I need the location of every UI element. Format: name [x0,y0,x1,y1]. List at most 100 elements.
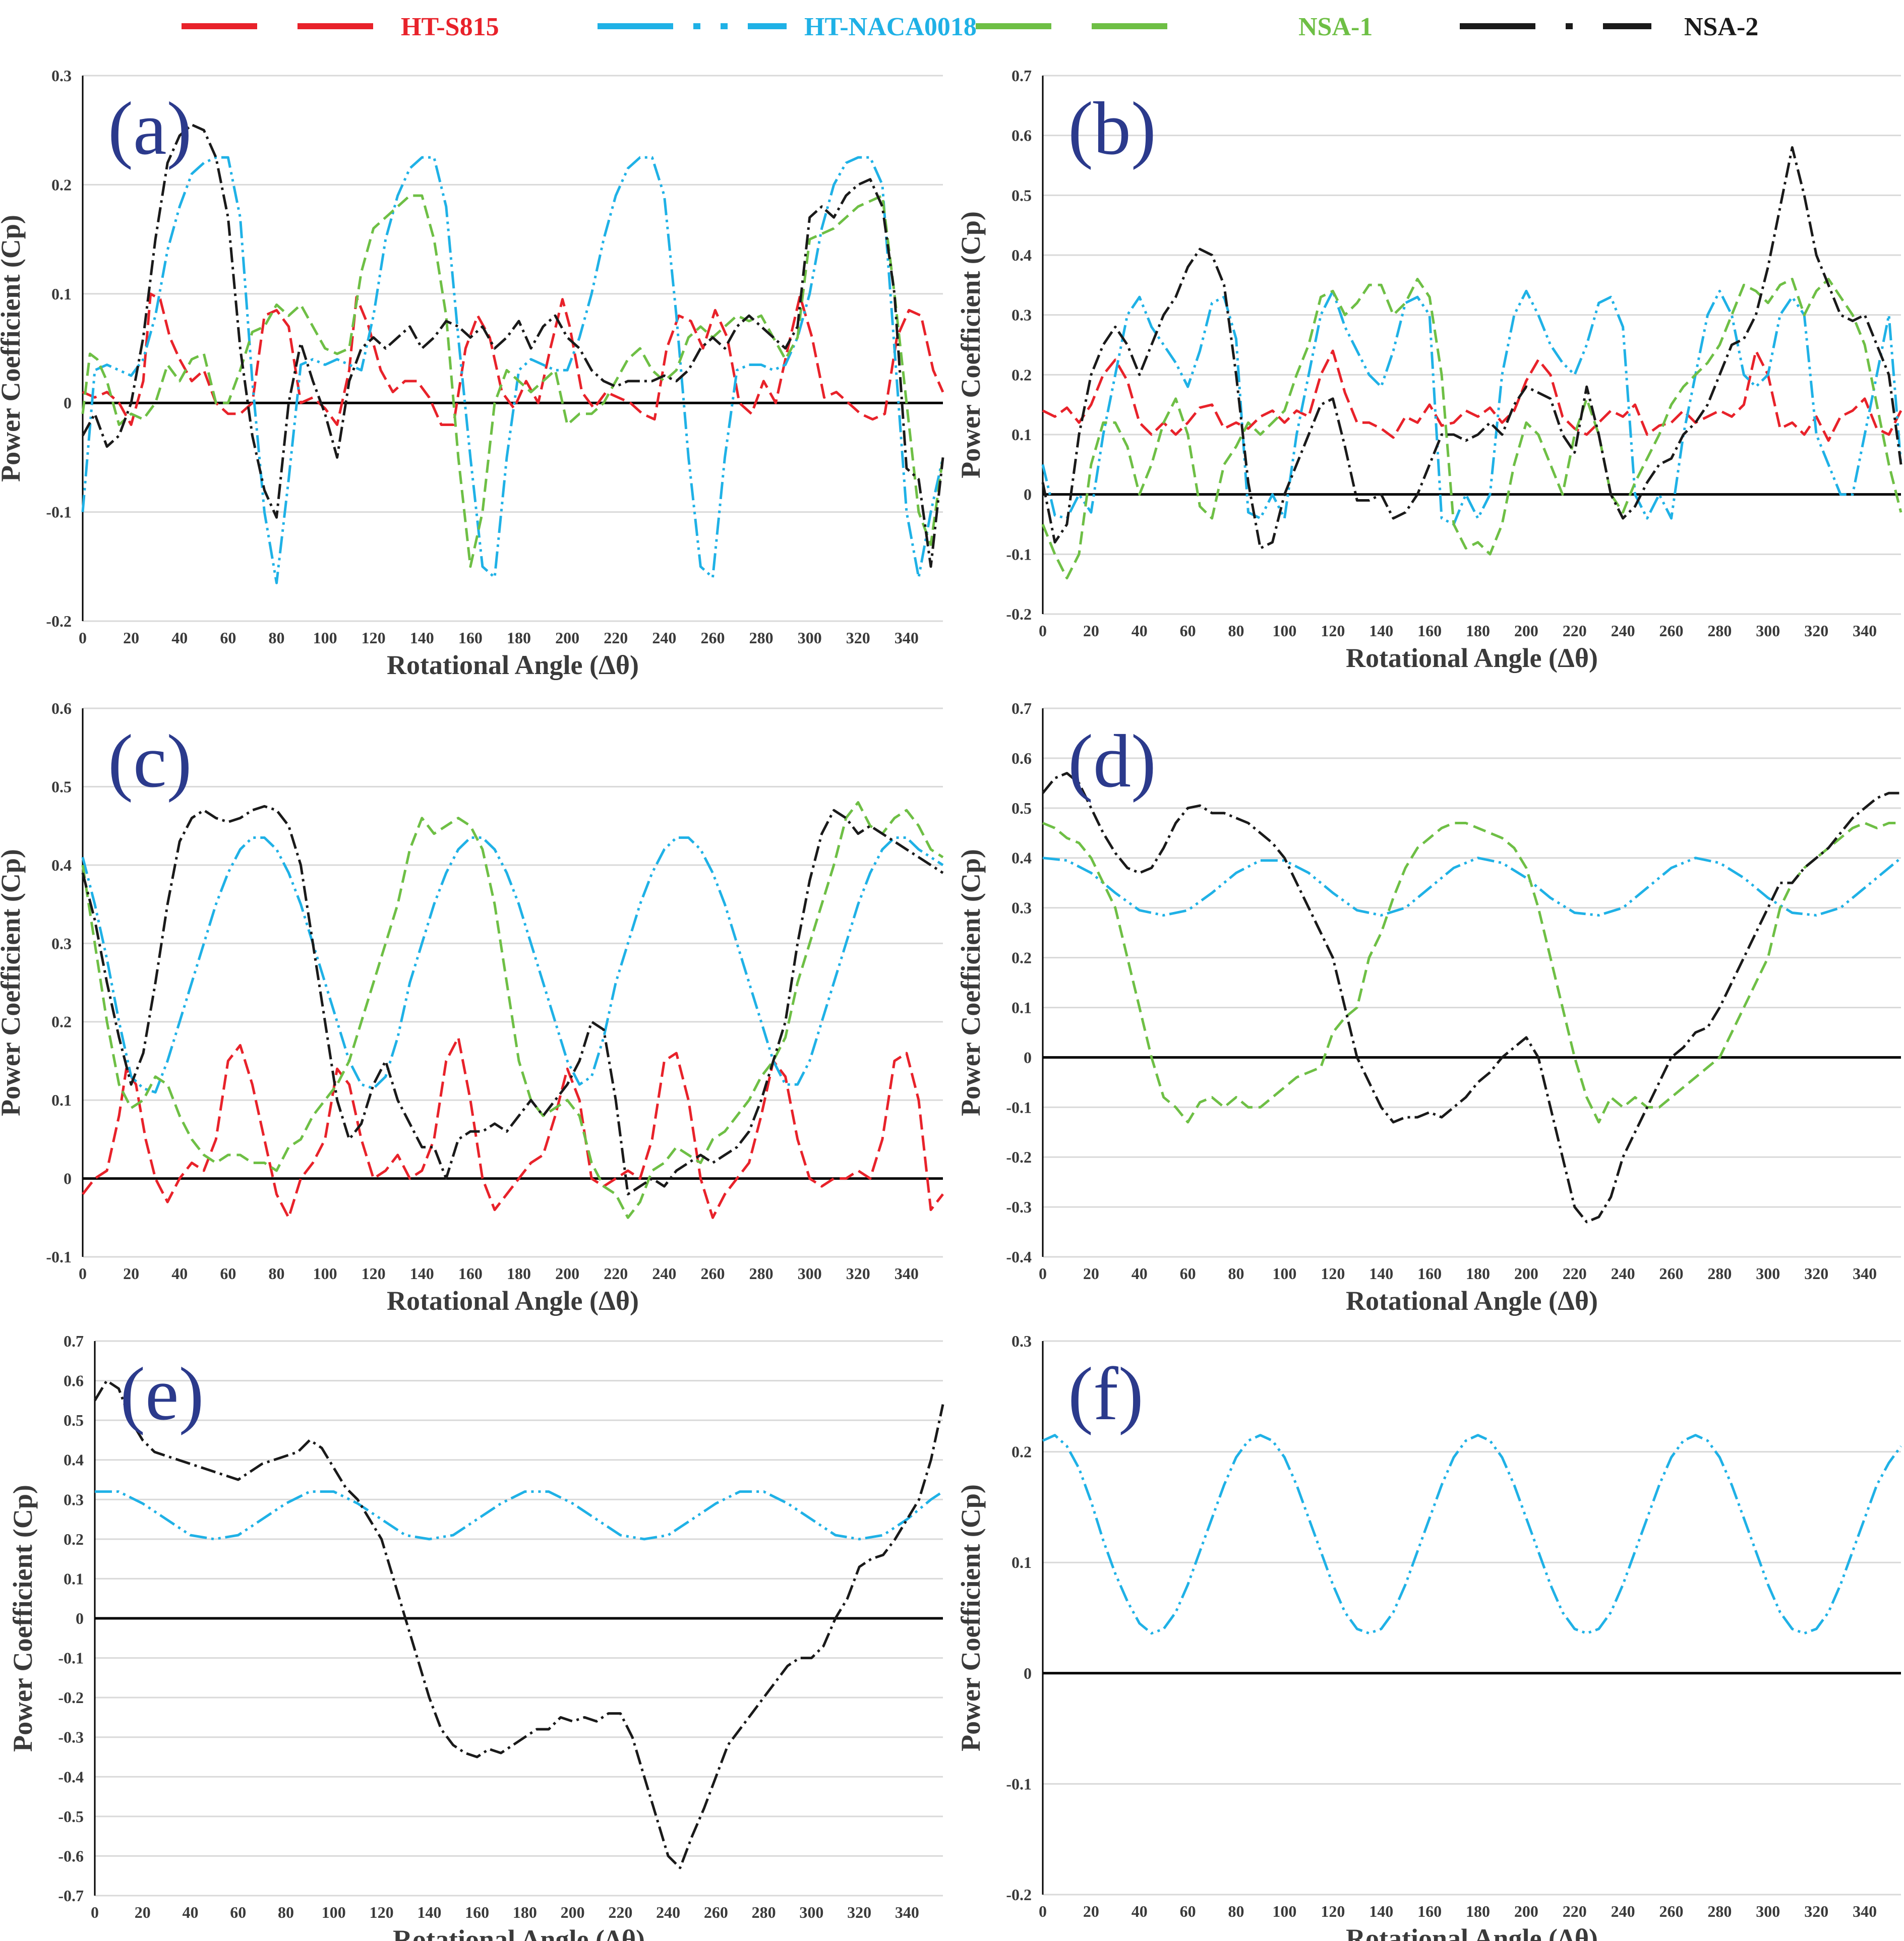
x-tick-label: 240 [1611,1264,1635,1283]
y-tick-label: 0.5 [64,1411,84,1429]
x-tick-label: 340 [895,629,919,647]
y-axis-title: Power Coefficient (Cp) [8,1485,38,1752]
series-line-ht-s815 [82,292,944,426]
y-axis-title: Power Coefficient (Cp) [956,1484,986,1751]
y-tick-label: 0.7 [1012,67,1032,85]
x-tick-label: 180 [1466,622,1490,640]
y-tick-label: 0.2 [51,175,72,194]
x-tick-label: 200 [555,1264,579,1283]
series-line-nsa-2 [81,805,944,1196]
x-tick-label: 20 [1083,622,1099,640]
y-tick-label: 0.1 [1012,998,1032,1016]
x-tick-label: 180 [513,1903,537,1921]
x-tick-label: 40 [1132,1264,1148,1283]
y-tick-label: 0.5 [51,777,72,796]
x-tick-label: 240 [1611,1902,1635,1920]
y-tick-label: 0.5 [1012,799,1032,817]
panel-label: (f) [1068,1352,1144,1436]
y-tick-label: 0.4 [51,856,72,874]
x-tick-label: 340 [1853,622,1877,640]
x-tick-label: 320 [846,629,870,647]
x-tick-label: 240 [652,629,676,647]
x-tick-label: 220 [604,629,628,647]
legend-label: HT-NACA0018 [804,13,977,41]
y-tick-label: 0 [64,394,72,412]
x-tick-label: 80 [1228,1264,1244,1283]
panel-label: (a) [108,87,192,170]
panel-label: (e) [120,1352,204,1436]
x-tick-label: 0 [79,1264,87,1283]
x-tick-label: 200 [1514,622,1538,640]
y-tick-label: -0.2 [58,1688,84,1707]
x-tick-label: 260 [1659,622,1684,640]
x-tick-label: 60 [1180,1902,1196,1920]
y-tick-label: 0.3 [51,934,72,952]
y-tick-label: -0.1 [58,1649,84,1667]
x-tick-label: 160 [465,1903,489,1921]
series-line-nsa-1 [81,194,944,568]
x-axis-title: Rotational Angle (Δθ) [1346,643,1598,673]
series-line-nsa-2 [1041,146,1902,550]
x-tick-label: 300 [1756,1264,1780,1283]
series-line-nsa-1 [1041,278,1902,580]
x-tick-label: 20 [123,629,139,647]
x-tick-label: 100 [313,1264,337,1283]
y-tick-label: -0.1 [1006,545,1032,563]
y-tick-label: -0.1 [46,1248,72,1266]
chart-panel-a: -0.2 -0.1 0 0.1 0.2 0.3 0 20 40 60 80 100 120 140 160 1… [0,67,944,680]
x-tick-label: 320 [1804,622,1828,640]
y-tick-label: -0.2 [1006,1886,1032,1904]
x-tick-label: 300 [799,1903,823,1921]
x-tick-label: 0 [91,1903,99,1921]
y-tick-label: 0 [1024,1664,1032,1682]
x-tick-label: 280 [1707,1902,1732,1920]
legend-entry-ht-s815: HT-S815 [182,13,499,41]
y-tick-label: 0.4 [64,1451,84,1469]
x-tick-label: 260 [700,1264,725,1283]
y-tick-label: 0 [64,1170,72,1188]
x-tick-label: 240 [652,1264,676,1283]
x-axis-title: Rotational Angle (Δθ) [387,650,639,680]
x-tick-label: 180 [1466,1264,1490,1283]
y-tick-label: 0.3 [64,1490,84,1508]
x-tick-label: 320 [1804,1902,1828,1920]
y-tick-label: -0.7 [58,1887,84,1905]
x-tick-label: 280 [1707,622,1732,640]
x-tick-label: 220 [604,1264,628,1283]
x-tick-label: 120 [1321,622,1345,640]
y-tick-label: 0.2 [1012,366,1032,384]
x-tick-label: 140 [1369,622,1393,640]
y-tick-label: -0.3 [1006,1198,1032,1216]
x-tick-label: 60 [220,1264,236,1283]
x-tick-label: 0 [1039,1264,1047,1283]
x-tick-label: 160 [458,629,483,647]
x-tick-label: 100 [313,629,337,647]
x-tick-label: 0 [1039,622,1047,640]
x-tick-label: 220 [1563,1264,1587,1283]
x-tick-label: 200 [561,1903,585,1921]
x-axis-title: Rotational Angle (Δθ) [387,1286,639,1316]
x-tick-label: 260 [1659,1902,1684,1920]
x-tick-label: 200 [1514,1264,1538,1283]
x-tick-label: 120 [362,629,386,647]
x-tick-label: 300 [1756,1902,1780,1920]
panel-label: (d) [1068,719,1156,803]
x-tick-label: 280 [749,629,774,647]
x-tick-label: 340 [895,1903,919,1921]
y-tick-label: 0.1 [51,1091,72,1109]
y-tick-label: 0.6 [1012,127,1032,145]
x-tick-label: 120 [362,1264,386,1283]
series-line-ht-s815 [1042,349,1902,442]
x-tick-label: 260 [704,1903,728,1921]
x-tick-label: 340 [895,1264,919,1283]
legend-entry-nsa-2: NSA-2 [1460,13,1758,41]
x-tick-label: 320 [846,1264,870,1283]
x-tick-label: 280 [1707,1264,1732,1283]
y-tick-label: 0.1 [51,285,72,303]
panel-label: (b) [1068,87,1156,170]
y-axis-title: Power Coefficient (Cp) [0,849,26,1116]
y-tick-label: 0.4 [1012,246,1032,264]
y-tick-label: 0.2 [1012,949,1032,967]
legend-entry-ht-naca0018: HT-NACA0018 [598,13,977,41]
